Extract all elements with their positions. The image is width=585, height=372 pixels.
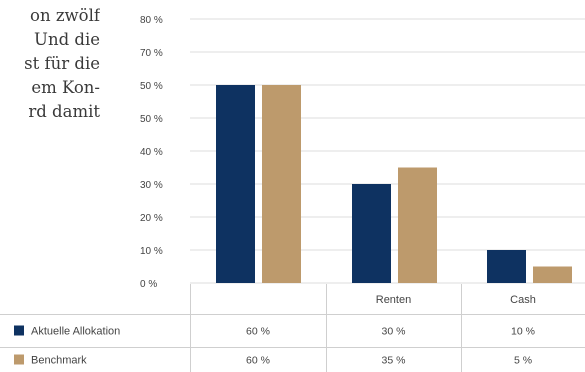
data-label: 60 % <box>246 326 270 338</box>
y-tick-label: 70 % <box>140 48 163 59</box>
data-label: 5 % <box>514 355 532 367</box>
y-tick-label: 30 % <box>140 180 163 191</box>
legend-benchmark-swatch <box>14 354 24 365</box>
bar-benchmark <box>533 266 572 283</box>
category-label: Renten <box>376 294 411 306</box>
body-text-fragment: on zwölf Und die st für die em Kon- rd d… <box>0 4 100 124</box>
legend-aktuelle-allokation-label: Aktuelle Allokation <box>31 326 120 338</box>
bar-aktuelle-allokation <box>487 250 526 283</box>
y-tick-label: 40 % <box>140 147 163 158</box>
bar-benchmark <box>398 167 437 283</box>
bar-benchmark <box>262 85 301 283</box>
data-label: 60 % <box>246 355 270 367</box>
legend-aktuelle-allokation-swatch <box>14 325 24 336</box>
y-tick-label: 50 % <box>140 114 163 125</box>
y-tick-label: 80 % <box>140 15 163 26</box>
category-label: Cash <box>510 294 536 306</box>
text-line: Und die <box>34 30 100 49</box>
y-tick-label: 10 % <box>140 246 163 257</box>
y-tick-label: 0 % <box>140 279 157 290</box>
data-label: 10 % <box>511 326 535 338</box>
text-line: em Kon- <box>31 78 100 97</box>
legend-benchmark-label: Benchmark <box>31 355 87 367</box>
text-line: st für die <box>24 54 100 73</box>
y-tick-label: 50 % <box>140 81 163 92</box>
text-line: rd damit <box>28 102 100 121</box>
data-label: 35 % <box>382 355 406 367</box>
bar-aktuelle-allokation <box>352 184 391 283</box>
text-line: on zwölf <box>30 6 100 25</box>
y-tick-label: 20 % <box>140 213 163 224</box>
bar-aktuelle-allokation <box>216 85 255 283</box>
data-label: 30 % <box>382 326 406 338</box>
